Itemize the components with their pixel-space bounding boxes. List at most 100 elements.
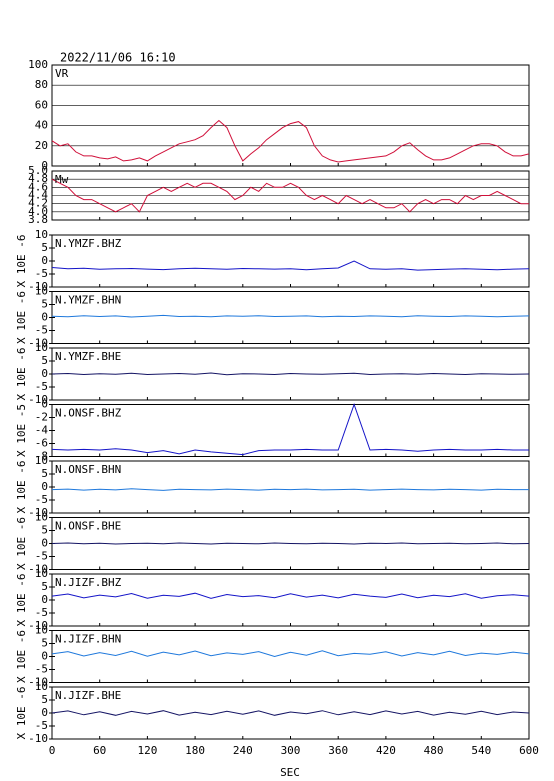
trace-line (51, 119, 530, 163)
y-tick-label: 0 (41, 480, 48, 493)
y-tick-label: -10 (28, 337, 48, 350)
y-tick-label: 5 (41, 693, 48, 706)
panel-label: N.ONSF.BHZ (55, 407, 122, 420)
y-tick-label: -10 (28, 506, 48, 519)
y-tick-label: 0 (41, 367, 48, 380)
trace-line (51, 488, 529, 491)
y-tick-label: -5 (35, 324, 48, 337)
panel-frame (51, 291, 530, 344)
y-tick-label: -4 (35, 424, 49, 437)
y-axis-label: X 10E -6 (15, 235, 28, 288)
y-axis-label: X 10E -6 (15, 348, 28, 401)
y-tick-label: 5 (41, 241, 48, 254)
y-tick-label: 100 (28, 58, 48, 71)
panel-frame (51, 573, 530, 627)
trace-line (51, 710, 530, 716)
x-tick-label: 240 (233, 744, 253, 757)
panel-label: N.JIZF.BHN (55, 633, 121, 646)
x-tick-label: 180 (185, 744, 205, 757)
y-tick-label: 10 (35, 680, 48, 693)
y-axis-label: X 10E -6 (15, 461, 28, 514)
y-tick-label: -5 (35, 267, 48, 280)
trace-line (51, 314, 530, 318)
y-tick-label: 4.6 (28, 180, 48, 193)
y-tick-label: 20 (35, 139, 48, 152)
trace-line (51, 372, 530, 376)
y-axis-label: X 10E -5 (15, 404, 28, 457)
y-tick-label: -10 (28, 732, 48, 745)
panel-label: Mw (55, 173, 69, 186)
panel-frame (51, 64, 530, 167)
trace-line (51, 542, 530, 545)
y-tick-label: -10 (28, 393, 48, 406)
x-tick-label: 420 (376, 744, 396, 757)
y-axis-label: X 10E -6 (15, 630, 28, 683)
panel-label: N.YMZF.BHN (55, 294, 121, 307)
y-tick-label: 0 (41, 537, 48, 550)
y-tick-label: -5 (35, 606, 48, 619)
y-tick-label: 60 (35, 98, 48, 111)
y-tick-label: 5 (41, 467, 48, 480)
y-tick-label: 5 (41, 580, 48, 593)
y-axis-label: X 10E -6 (15, 291, 28, 344)
y-tick-label: -5 (35, 380, 48, 393)
y-tick-label: 40 (35, 119, 48, 132)
x-tick-label: 600 (519, 744, 539, 757)
y-tick-label: 10 (35, 285, 48, 298)
y-tick-label: 0 (41, 650, 48, 663)
y-tick-label: 0 (41, 254, 48, 267)
y-tick-label: -8 (35, 450, 48, 463)
y-tick-label: 10 (35, 454, 48, 467)
panel-label: N.ONSF.BHN (55, 463, 121, 476)
panel-label: VR (55, 67, 69, 80)
trace-line (51, 402, 529, 456)
chart-title: 2022/11/06 16:10 (60, 51, 176, 65)
x-tick-label: 540 (471, 744, 491, 757)
y-tick-label: 4.0 (28, 205, 48, 218)
panel-frame (51, 460, 530, 514)
x-axis-label: SEC (280, 766, 300, 779)
y-tick-label: -10 (28, 676, 48, 689)
y-tick-label: 10 (35, 567, 48, 580)
y-tick-label: -5 (35, 550, 48, 563)
y-tick-label: 5 (41, 298, 48, 311)
y-tick-label: 0 (41, 311, 48, 324)
y-tick-label: 0 (41, 398, 48, 411)
y-tick-label: 0 (41, 706, 48, 719)
y-tick-label: -10 (28, 619, 48, 632)
y-tick-label: -10 (28, 280, 48, 293)
y-tick-label: 4.8 (28, 172, 48, 185)
y-tick-label: 10 (35, 341, 48, 354)
y-tick-label: 0 (41, 593, 48, 606)
panel-label: N.YMZF.BHE (55, 350, 121, 363)
x-tick-label: 300 (281, 744, 301, 757)
panel-frame (51, 630, 530, 683)
panel-label: N.JIZF.BHE (55, 689, 121, 702)
y-tick-label: 5 (41, 354, 48, 367)
y-tick-label: 0 (41, 159, 48, 172)
x-tick-label: 120 (137, 744, 157, 757)
y-tick-label: 10 (35, 624, 48, 637)
y-tick-label: 10 (35, 511, 48, 524)
y-tick-label: 3.8 (28, 213, 48, 226)
y-tick-label: -6 (35, 437, 48, 450)
y-tick-label: 4.2 (28, 197, 48, 210)
y-tick-label: -5 (35, 719, 48, 732)
y-axis-label: X 10E -6 (15, 574, 28, 627)
trace-line (51, 592, 530, 599)
y-tick-label: 4.4 (28, 189, 48, 202)
trace-line (51, 260, 530, 271)
panel-label: N.JIZF.BHZ (55, 576, 122, 589)
x-tick-label: 0 (49, 744, 56, 757)
x-tick-label: 60 (93, 744, 106, 757)
x-tick-label: 480 (424, 744, 444, 757)
y-axis-label: X 10E -6 (15, 687, 28, 740)
panel-frame (51, 234, 530, 288)
panel-label: N.YMZF.BHZ (55, 237, 122, 250)
y-tick-label: 5 (41, 524, 48, 537)
y-tick-label: 10 (35, 228, 48, 241)
panel-label: N.ONSF.BHE (55, 520, 121, 533)
y-axis-label: X 10E -6 (15, 517, 28, 570)
y-tick-label: 5 (41, 637, 48, 650)
